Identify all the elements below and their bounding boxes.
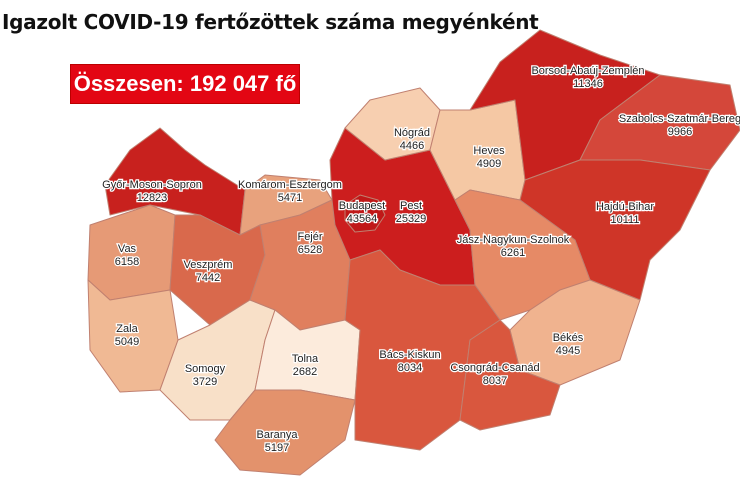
- county-value-label: 5197: [265, 442, 289, 454]
- county-value-label: 4909: [477, 158, 501, 170]
- county-name-label: Szabolcs-Szatmár-Bereg: [619, 113, 740, 125]
- county-value-label: 2682: [293, 366, 317, 378]
- county-value-label: 8037: [483, 375, 507, 387]
- county-name-label: Csongrád-Csanád: [450, 362, 539, 374]
- county-baranya: [214, 389, 356, 476]
- county-budapest: [344, 194, 386, 233]
- county-value-label: 11346: [573, 78, 603, 90]
- county-value-label: 5049: [115, 336, 139, 348]
- county-value-label: 9966: [668, 126, 692, 138]
- county-value-label: 7442: [196, 272, 220, 284]
- county-value-label: 6528: [298, 244, 322, 256]
- county-name-label: Baranya: [257, 429, 299, 441]
- county-value-label: 4466: [400, 140, 424, 152]
- county-name-label: Zala: [116, 323, 138, 335]
- county-name-label: Heves: [473, 145, 505, 157]
- county-name-label: Tolna: [292, 353, 319, 365]
- county-value-label: 4945: [556, 345, 580, 357]
- county-name-label: Pest: [400, 200, 422, 212]
- map-title: Igazolt COVID-19 fertőzöttek száma megyé…: [2, 10, 539, 34]
- county-value-label: 43564: [347, 213, 378, 225]
- county-name-label: Borsod-Abaúj-Zemplén: [531, 65, 644, 77]
- county-value-label: 6261: [501, 247, 525, 259]
- county-value-label: 10111: [611, 214, 640, 226]
- county-value-label: 25329: [396, 213, 427, 225]
- county-name-label: Jász-Nagykun-Szolnok: [457, 234, 570, 246]
- county-value-label: 6158: [115, 256, 139, 268]
- county-name-label: Győr-Moson-Sopron: [102, 179, 202, 191]
- county-name-label: Bács-Kiskun: [379, 349, 440, 361]
- total-badge: Összesen: 192 047 fő: [70, 64, 300, 104]
- county-name-label: Hajdú-Bihar: [596, 201, 654, 213]
- county-name-label: Budapest: [339, 200, 385, 212]
- county-name-label: Komárom-Esztergom: [238, 179, 342, 191]
- county-name-label: Somogy: [185, 363, 226, 375]
- county-name-label: Békés: [553, 332, 584, 344]
- county-name-label: Vas: [118, 243, 137, 255]
- county-name-label: Nógrád: [394, 127, 430, 139]
- county-value-label: 12823: [137, 192, 168, 204]
- county-csongrad: [459, 319, 561, 431]
- county-value-label: 5471: [278, 192, 302, 204]
- county-value-label: 8034: [398, 362, 422, 374]
- county-name-label: Veszprém: [184, 259, 233, 271]
- county-name-label: Fejér: [297, 231, 322, 243]
- county-value-label: 3729: [193, 376, 217, 388]
